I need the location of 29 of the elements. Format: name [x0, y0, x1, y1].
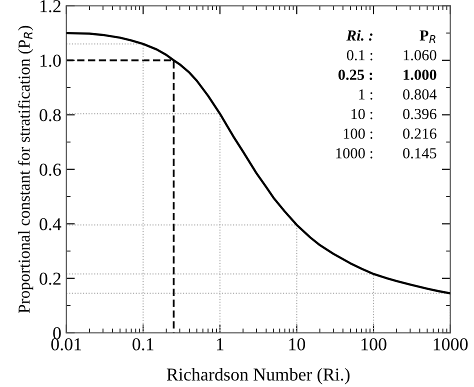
x-tick-label: 10 [289, 338, 306, 350]
y-tick-label: 1.2 [40, 0, 61, 12]
y-tick-label: 0.6 [40, 164, 61, 176]
annotation: 0.216 [403, 128, 436, 139]
x-tick-label: 1 [217, 338, 224, 350]
annotation: 0.804 [403, 89, 437, 100]
annotation: 1 : [359, 89, 372, 100]
x-axis-title: Richardson Number (Ri.) [166, 368, 350, 384]
x-tick-label: 0.1 [132, 338, 154, 350]
annotation: 1.060 [404, 50, 436, 60]
annotation: Ri. : [346, 30, 372, 41]
annotation: 0.396 [403, 108, 436, 120]
annotation: 1.000 [404, 70, 436, 80]
annotation: 1000 : [336, 148, 372, 158]
x-tick-label: 100 [362, 338, 386, 350]
annotation: 0.25 : [338, 70, 372, 80]
y-axis-title: Proportional constant for stratification (P$_{R}$) [18, 26, 34, 313]
y-tick-label: 0.2 [40, 272, 61, 285]
annotation: 0.145 [403, 148, 436, 158]
annotation: 10 : [352, 108, 372, 120]
x-tick-label: 1000 [434, 338, 468, 350]
annotation: P$_{R}$ [420, 30, 436, 43]
y-tick-label: 0.8 [40, 109, 61, 122]
x-tick-label: 0.01 [51, 338, 82, 350]
annotation: 100 : [344, 128, 372, 139]
y-tick-label: 1.0 [40, 54, 61, 67]
y-tick-label: 0.4 [40, 218, 62, 230]
annotation: 0.1 : [346, 50, 372, 60]
y-tick-label: 0 [53, 327, 61, 340]
